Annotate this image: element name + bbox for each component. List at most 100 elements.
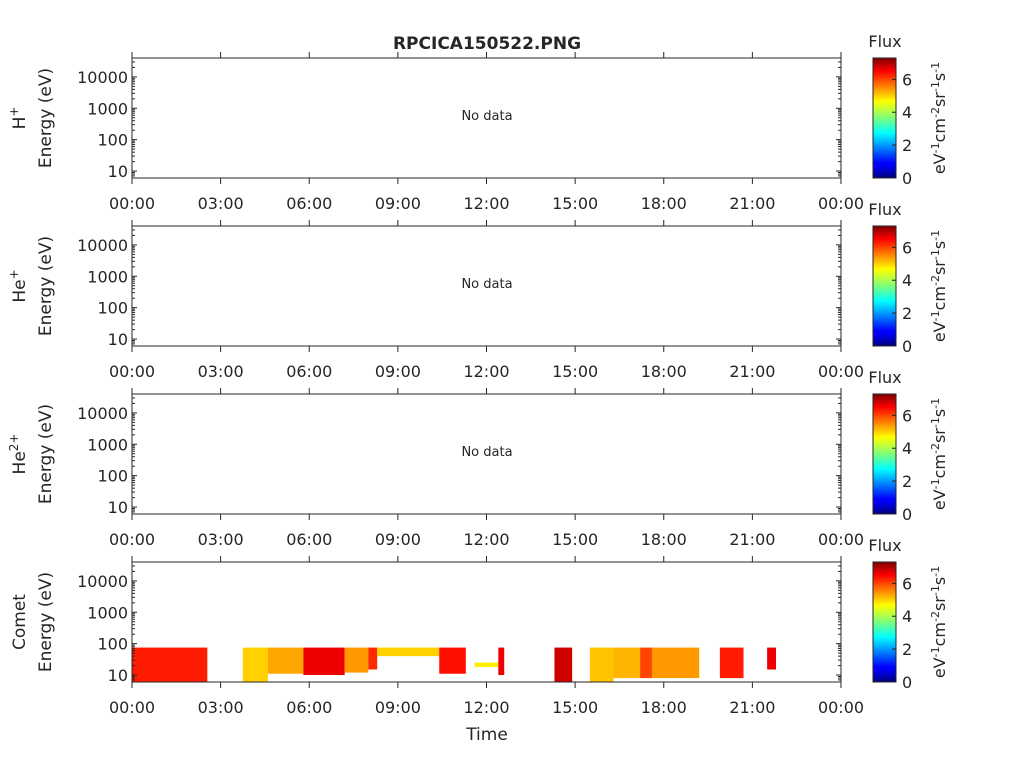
flux-segment	[377, 647, 440, 657]
colorbar-unit-label: eV-1cm-2sr-1s-1	[929, 230, 949, 342]
y-tick-label: 100	[97, 131, 128, 150]
unit-exponent: -2	[929, 275, 942, 286]
colorbar-tick-label: 6	[902, 406, 912, 425]
unit-base: sr	[930, 596, 949, 611]
x-tick-label: 06:00	[286, 530, 332, 549]
species-name: H	[10, 117, 30, 130]
colorbar-title: Flux	[868, 536, 901, 555]
colorbar-tick-label: 4	[902, 439, 912, 458]
unit-base: s	[930, 409, 949, 417]
panel-1: 10 100 1000 10000 00:00 03:00 06:00 09:00 12:00 1…	[7, 32, 949, 213]
unit-exponent: -1	[929, 249, 942, 260]
y-tick-label: 10000	[77, 236, 128, 255]
species-charge: 2+	[7, 434, 21, 452]
unit-base: cm	[930, 118, 949, 142]
species-charge: +	[7, 269, 21, 279]
panel-3: 10 100 1000 10000 00:00 03:00 06:00 09:00 12:00 1…	[7, 368, 949, 549]
y-tick-label: 100	[97, 635, 128, 654]
x-tick-label: 00:00	[818, 362, 864, 381]
x-tick-label: 00:00	[109, 698, 155, 717]
flux-segment	[767, 647, 777, 670]
species-label: Comet	[10, 594, 30, 650]
x-tick-label: 00:00	[818, 194, 864, 213]
energy-axis-label: Energy (eV)	[36, 572, 56, 672]
x-tick-label: 15:00	[552, 362, 598, 381]
x-tick-label: 00:00	[818, 530, 864, 549]
colorbar-tick-label: 4	[902, 103, 912, 122]
colorbar-title: Flux	[868, 200, 901, 219]
species-name: Comet	[10, 594, 30, 650]
flux-segment	[651, 647, 700, 679]
colorbar-tick-label: 0	[902, 505, 912, 524]
colorbar	[872, 393, 897, 515]
unit-exponent: -1	[929, 230, 942, 241]
flux-segment	[242, 647, 268, 682]
unit-base: s	[930, 241, 949, 249]
colorbar-tick-label: 0	[902, 169, 912, 188]
y-tick-label: 10000	[77, 572, 128, 591]
x-tick-label: 03:00	[198, 698, 244, 717]
no-data-message: No data	[461, 445, 512, 460]
colorbar-tick-label: 0	[902, 337, 912, 356]
colorbar-title: Flux	[868, 32, 901, 51]
unit-base: s	[930, 577, 949, 585]
panel-2: 10 100 1000 10000 00:00 03:00 06:00 09:00 12:00 1…	[7, 200, 949, 381]
unit-exponent: -1	[929, 585, 942, 596]
unit-exponent: -1	[929, 417, 942, 428]
colorbar-tick-label: 6	[902, 574, 912, 593]
flux-segment	[303, 647, 345, 676]
unit-exponent: -1	[929, 81, 942, 92]
x-tick-label: 18:00	[641, 362, 687, 381]
energy-axis-label: Energy (eV)	[36, 68, 56, 168]
energy-axis-label: Energy (eV)	[36, 404, 56, 504]
unit-base: cm	[930, 286, 949, 310]
y-tick-label: 10000	[77, 68, 128, 87]
x-tick-label: 03:00	[198, 362, 244, 381]
species-label: He+	[7, 269, 30, 302]
x-tick-label: 21:00	[729, 362, 775, 381]
y-tick-label: 1000	[87, 435, 128, 454]
colorbar-tick-label: 2	[902, 304, 912, 323]
species-label: He2+	[7, 434, 30, 475]
x-tick-label: 15:00	[552, 530, 598, 549]
species-label: H+	[7, 107, 30, 130]
y-tick-label: 10	[108, 330, 128, 349]
flux-segment	[132, 647, 208, 682]
unit-exponent: -1	[929, 566, 942, 577]
x-tick-label: 03:00	[198, 194, 244, 213]
flux-segment	[589, 647, 614, 682]
x-tick-label: 18:00	[641, 530, 687, 549]
colorbar-tick-label: 4	[902, 607, 912, 626]
x-tick-label: 03:00	[198, 530, 244, 549]
x-tick-label: 21:00	[729, 530, 775, 549]
colorbar-unit-label: eV-1cm-2sr-1s-1	[929, 62, 949, 174]
x-tick-label: 00:00	[818, 698, 864, 717]
species-name: He	[10, 279, 30, 302]
x-tick-label: 12:00	[463, 362, 509, 381]
colorbar-tick-label: 2	[902, 640, 912, 659]
panel-4: 10 100 1000 10000 00:00 03:00 06:00 09:00 12:00 1…	[10, 536, 949, 717]
x-tick-label: 00:00	[109, 194, 155, 213]
unit-exponent: -1	[929, 310, 942, 321]
no-data-message: No data	[461, 277, 512, 292]
unit-base: eV	[930, 657, 949, 678]
flux-segment	[344, 647, 369, 673]
x-tick-label: 12:00	[463, 194, 509, 213]
unit-exponent: -1	[929, 646, 942, 657]
colorbar-title: Flux	[868, 368, 901, 387]
y-tick-label: 10	[108, 162, 128, 181]
colorbar-tick-label: 2	[902, 136, 912, 155]
unit-base: sr	[930, 428, 949, 443]
x-tick-label: 21:00	[729, 698, 775, 717]
x-tick-label: 09:00	[375, 530, 421, 549]
species-charge: +	[7, 107, 21, 117]
flux-segment	[474, 662, 499, 668]
x-tick-label: 06:00	[286, 362, 332, 381]
x-tick-label: 06:00	[286, 194, 332, 213]
y-tick-label: 1000	[87, 603, 128, 622]
flux-segment	[498, 647, 505, 676]
y-tick-label: 10	[108, 666, 128, 685]
colorbar	[872, 225, 897, 347]
